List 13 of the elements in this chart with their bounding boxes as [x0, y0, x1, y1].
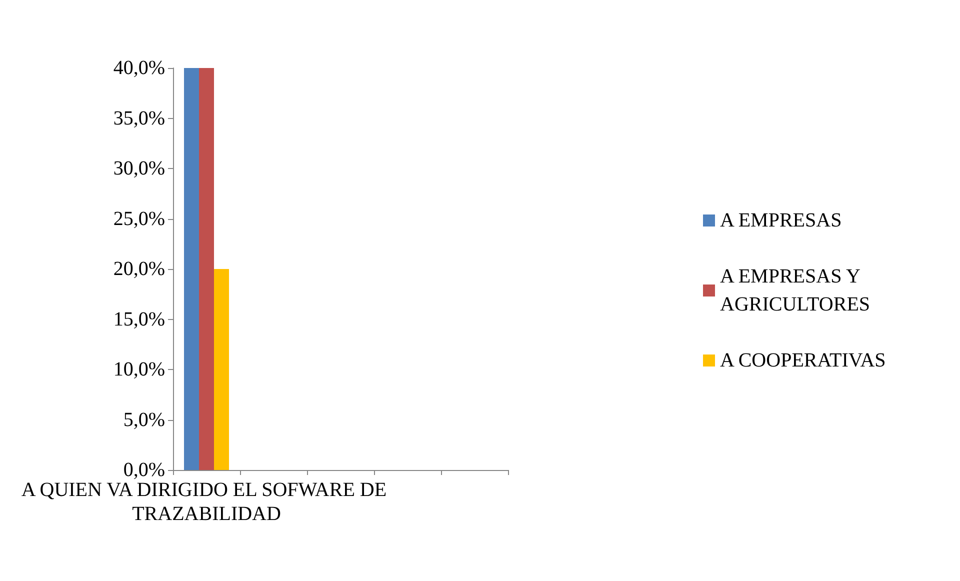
y-tick-label: 0,0%: [123, 459, 165, 481]
y-tick-label: 20,0%: [113, 258, 165, 280]
y-tick-label: 35,0%: [113, 107, 165, 130]
legend-label: A EMPRESAS Y AGRICULTORES: [720, 266, 870, 316]
y-tick-label: 15,0%: [113, 308, 165, 330]
y-tick-label: 30,0%: [113, 158, 165, 180]
y-tick-label: 40,0%: [113, 57, 165, 79]
legend-label: A COOPERATIVAS: [720, 350, 886, 372]
y-tick-label: 10,0%: [113, 358, 165, 380]
y-tick-label: 25,0%: [113, 208, 165, 230]
legend-label: A EMPRESAS: [720, 210, 842, 232]
y-tick-label: 5,0%: [123, 408, 165, 431]
x-tick-label: A QUIEN VA DIRIGIDO EL SOFWARE DE TRAZABILIDAD: [21, 479, 392, 525]
